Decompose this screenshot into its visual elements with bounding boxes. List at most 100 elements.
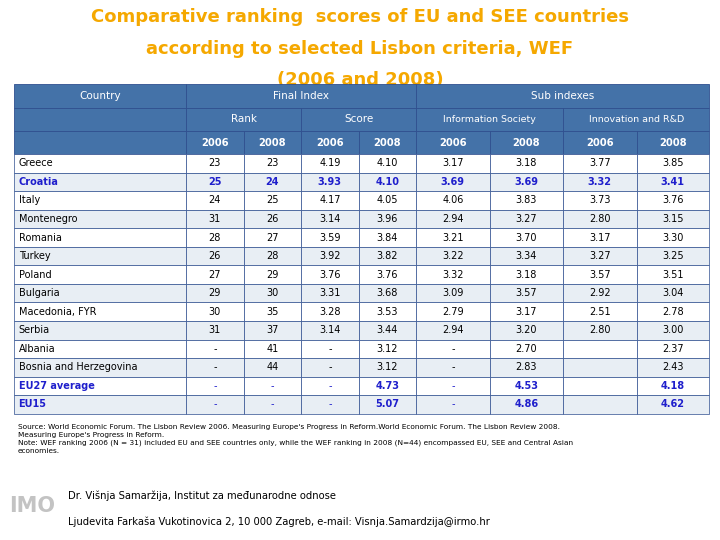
Bar <box>14 247 186 265</box>
Bar <box>636 247 709 265</box>
Text: 2.70: 2.70 <box>516 344 537 354</box>
Bar <box>301 154 359 173</box>
Text: 2006: 2006 <box>586 138 613 147</box>
Text: -: - <box>328 381 332 391</box>
Bar <box>416 84 709 108</box>
Text: 4.10: 4.10 <box>377 158 398 168</box>
Bar <box>301 210 359 228</box>
Text: Information Society: Information Society <box>443 115 536 124</box>
Text: 3.73: 3.73 <box>589 195 611 206</box>
Text: Montenegro: Montenegro <box>19 214 77 224</box>
Bar <box>14 131 186 154</box>
Text: 3.09: 3.09 <box>442 288 464 298</box>
Text: 27: 27 <box>209 269 221 280</box>
Text: Bosnia and Herzegovina: Bosnia and Herzegovina <box>19 362 137 373</box>
Bar <box>186 173 243 191</box>
Bar <box>490 340 563 358</box>
Bar <box>186 302 243 321</box>
Text: 2006: 2006 <box>201 138 229 147</box>
Bar <box>14 191 186 210</box>
Bar <box>14 284 186 302</box>
Bar <box>359 228 416 247</box>
Bar <box>14 376 186 395</box>
Bar <box>243 302 301 321</box>
Text: according to selected Lisbon criteria, WEF: according to selected Lisbon criteria, W… <box>146 40 574 58</box>
Text: 3.57: 3.57 <box>589 269 611 280</box>
Text: (2006 and 2008): (2006 and 2008) <box>276 71 444 89</box>
Text: EU15: EU15 <box>19 400 47 409</box>
Bar <box>490 173 563 191</box>
Bar <box>416 154 490 173</box>
Text: 3.57: 3.57 <box>516 288 537 298</box>
Bar <box>186 358 243 376</box>
Text: 26: 26 <box>266 214 279 224</box>
Bar <box>359 191 416 210</box>
Bar <box>563 108 709 131</box>
Text: 3.69: 3.69 <box>441 177 465 187</box>
Text: -: - <box>213 362 217 373</box>
Text: 2.80: 2.80 <box>589 325 611 335</box>
Bar <box>359 340 416 358</box>
Text: -: - <box>271 400 274 409</box>
Bar <box>301 284 359 302</box>
Text: 3.92: 3.92 <box>319 251 341 261</box>
Text: 44: 44 <box>266 362 279 373</box>
Bar <box>243 210 301 228</box>
Bar <box>490 376 563 395</box>
Bar <box>636 265 709 284</box>
Text: 41: 41 <box>266 344 279 354</box>
Text: 3.59: 3.59 <box>319 233 341 242</box>
Bar <box>243 265 301 284</box>
Text: Greece: Greece <box>19 158 53 168</box>
Text: 2006: 2006 <box>316 138 343 147</box>
Bar <box>636 340 709 358</box>
Text: Country: Country <box>79 91 121 101</box>
Bar <box>359 321 416 340</box>
Text: Comparative ranking  scores of EU and SEE countries: Comparative ranking scores of EU and SEE… <box>91 8 629 26</box>
Bar <box>14 358 186 376</box>
Text: 30: 30 <box>209 307 221 317</box>
Text: 2.92: 2.92 <box>589 288 611 298</box>
Text: 25: 25 <box>208 177 222 187</box>
Bar <box>490 210 563 228</box>
Bar <box>359 210 416 228</box>
Bar <box>636 154 709 173</box>
Text: 2.94: 2.94 <box>442 214 464 224</box>
Bar <box>186 210 243 228</box>
Bar <box>186 108 301 131</box>
Bar <box>563 284 636 302</box>
Text: -: - <box>328 362 332 373</box>
Bar <box>563 173 636 191</box>
Text: 2006: 2006 <box>439 138 467 147</box>
Text: 3.14: 3.14 <box>319 325 341 335</box>
Text: Albania: Albania <box>19 344 55 354</box>
Text: Bulgaria: Bulgaria <box>19 288 59 298</box>
Bar <box>14 340 186 358</box>
Bar <box>563 247 636 265</box>
Bar <box>14 265 186 284</box>
Bar <box>186 191 243 210</box>
Text: 3.17: 3.17 <box>589 233 611 242</box>
Text: Sub indexes: Sub indexes <box>531 91 594 101</box>
Bar <box>359 358 416 376</box>
Bar <box>636 302 709 321</box>
Text: 3.15: 3.15 <box>662 214 683 224</box>
Text: Innovation and R&D: Innovation and R&D <box>588 115 684 124</box>
Text: 3.85: 3.85 <box>662 158 683 168</box>
Bar <box>186 265 243 284</box>
Text: 2.79: 2.79 <box>442 307 464 317</box>
Text: 37: 37 <box>266 325 279 335</box>
Bar <box>186 228 243 247</box>
Text: 3.51: 3.51 <box>662 269 683 280</box>
Bar <box>416 358 490 376</box>
Text: 3.31: 3.31 <box>319 288 341 298</box>
Bar <box>563 340 636 358</box>
Text: 3.12: 3.12 <box>377 362 398 373</box>
Bar <box>301 228 359 247</box>
Bar <box>14 210 186 228</box>
Text: 23: 23 <box>209 158 221 168</box>
Text: 2.78: 2.78 <box>662 307 684 317</box>
Text: 3.83: 3.83 <box>516 195 537 206</box>
Text: 4.10: 4.10 <box>375 177 400 187</box>
Text: 2.80: 2.80 <box>589 214 611 224</box>
